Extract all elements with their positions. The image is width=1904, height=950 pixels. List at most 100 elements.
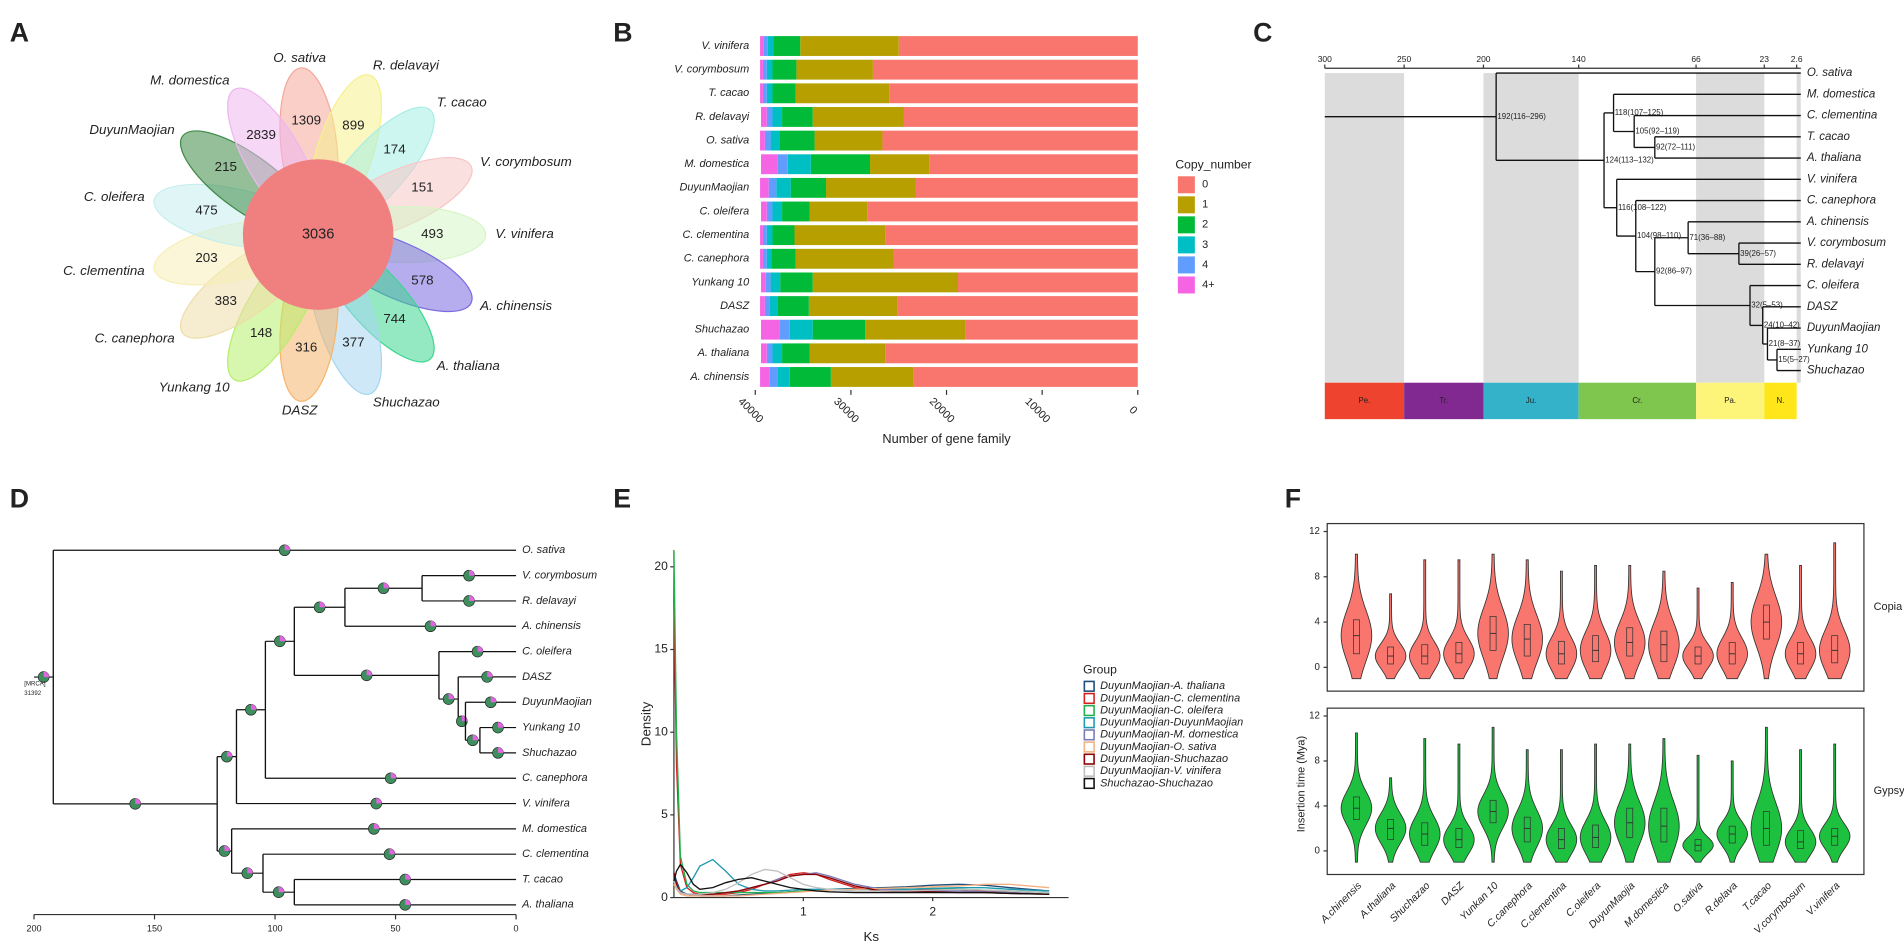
violin — [1818, 743, 1851, 863]
panel-letter: E — [613, 484, 631, 514]
node-label: 105(92–119) — [1635, 127, 1679, 136]
y-tick-label: 0 — [1315, 662, 1321, 673]
tip-label: V. corymbosum — [522, 570, 597, 582]
bar-segment — [777, 367, 790, 387]
tip-label: Yunkang 10 — [522, 721, 580, 733]
x-axis-title: Number of gene family — [882, 431, 1011, 446]
bar-segment — [779, 319, 790, 340]
bar-segment — [889, 83, 1138, 104]
violin — [1340, 553, 1373, 680]
bar-segment — [761, 272, 766, 293]
bar-segment — [762, 59, 767, 80]
violin — [1784, 749, 1817, 863]
pie-slice — [43, 671, 50, 678]
bar-segment — [814, 130, 883, 151]
y-tick-label: 4 — [1315, 617, 1321, 628]
y-tick-label: A. thaliana — [697, 347, 750, 359]
tip-label: Yunkang 10 — [1807, 343, 1869, 355]
bar-segment — [782, 343, 810, 364]
bar-segment — [777, 296, 809, 316]
period-label: Ju. — [1526, 396, 1537, 405]
pie-slice — [135, 798, 141, 804]
x-tick-label: 1 — [800, 904, 807, 918]
bar-segment — [768, 177, 777, 198]
node-label: 118(107–125) — [1615, 108, 1664, 117]
legend-swatch — [1177, 256, 1195, 274]
tip-label: O. sativa — [1807, 67, 1853, 79]
node-label: 21(8–37) — [1769, 339, 1801, 348]
y-tick-label: V. vinifera — [702, 40, 750, 52]
petal-name: O. sativa — [273, 50, 326, 65]
y-tick-label: 10 — [654, 724, 668, 738]
node-label: 39(26–57) — [1740, 249, 1776, 258]
violin-box — [1421, 644, 1429, 665]
violin-box — [1592, 635, 1599, 663]
legend-label: DuyunMaojian-M. domestica — [1100, 729, 1238, 741]
tip-label: A. chinensis — [521, 620, 581, 632]
bar-segment — [830, 367, 914, 387]
bar-segment — [766, 83, 773, 104]
era-shade — [1796, 73, 1801, 383]
bar-segment — [808, 296, 898, 316]
legend-label: 1 — [1202, 199, 1208, 211]
legend-swatch — [1083, 692, 1095, 705]
bar-segment — [764, 130, 771, 151]
violin-box — [1592, 824, 1599, 848]
facet-label: Gypsy — [1874, 785, 1904, 797]
y-axis-title: Insertion time (Mya) — [1296, 736, 1308, 832]
y-tick-label: Shuchazao — [695, 324, 750, 336]
violin-box — [1387, 646, 1394, 665]
legend-swatch — [1083, 765, 1095, 777]
tip-label: T. cacao — [1807, 131, 1851, 143]
tip-label: C. clementina — [522, 848, 589, 860]
y-tick-label: 4 — [1315, 800, 1321, 811]
petal-value: 203 — [195, 250, 217, 265]
x-tick-label: 20000 — [927, 396, 957, 426]
violin — [1750, 726, 1783, 863]
violin — [1648, 738, 1680, 863]
legend-swatch — [1177, 216, 1195, 234]
bar-segment — [870, 154, 930, 175]
bar-segment — [761, 154, 778, 175]
legend-label: DuyunMaojian-V. vinifera — [1100, 765, 1221, 777]
violin-box — [1523, 623, 1531, 657]
petal-name: DASZ — [282, 402, 318, 417]
y-tick-label: 8 — [1315, 756, 1320, 767]
pie-slice — [405, 899, 411, 905]
center-circle — [242, 159, 394, 310]
y-tick-label: Yunkang 10 — [691, 276, 749, 288]
petal-name: C. canephora — [95, 330, 175, 345]
violin — [1716, 760, 1748, 863]
tip-label: R. delavayi — [522, 595, 577, 607]
legend-swatch — [1083, 741, 1095, 753]
y-tick-label: 0 — [1315, 845, 1321, 856]
petal-name: Shuchazao — [373, 395, 440, 410]
tip-label: A. thaliana — [1806, 152, 1862, 164]
bar-segment — [872, 59, 1138, 80]
x-axis-title: Ks — [863, 929, 879, 944]
legend-swatch — [1083, 777, 1095, 790]
bar-segment — [958, 272, 1138, 293]
pie-slice — [477, 646, 483, 652]
panel-letter: C — [1253, 17, 1272, 47]
petal-value: 578 — [411, 273, 433, 288]
pie-slice — [247, 867, 253, 874]
violin — [1477, 726, 1509, 863]
node-label: 15(5–27) — [1778, 355, 1810, 364]
violin-box — [1728, 642, 1736, 665]
x-tick-label: 2.6 — [1791, 54, 1803, 64]
bar-segment — [903, 107, 1138, 127]
bar-segment — [766, 248, 772, 269]
pie-slice — [430, 620, 436, 627]
bar-segment — [795, 248, 894, 269]
x-tick-label: 40000 — [736, 396, 766, 426]
pie-slice — [226, 751, 233, 757]
legend-swatch — [1177, 196, 1195, 214]
bar-segment — [769, 296, 778, 316]
pie-icon — [37, 671, 50, 683]
bar-segment — [766, 201, 773, 222]
pie-icon — [360, 669, 373, 682]
bar-segment — [796, 59, 873, 80]
bar-segment — [763, 36, 768, 56]
violin — [1409, 559, 1441, 680]
